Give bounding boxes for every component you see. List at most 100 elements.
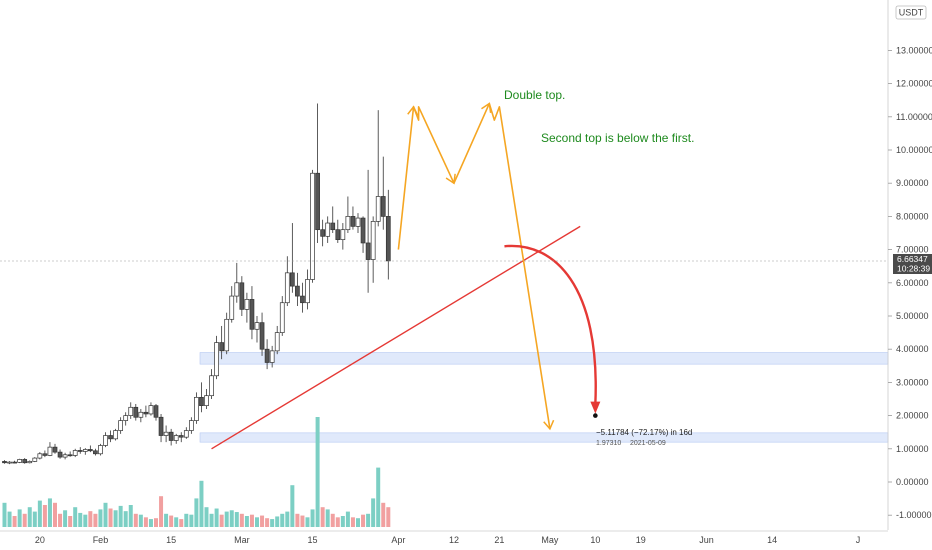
forecast-arrow [504,244,597,404]
volume-bar [381,502,386,527]
candle-body [7,461,12,464]
candle [168,428,174,446]
price-tick-label: 1.00000 [896,444,929,454]
volume-bar [148,519,153,527]
candle-body [103,435,108,446]
candle [345,196,351,233]
date-tick-label: 10 [590,535,600,545]
candle [264,339,270,370]
candle [370,216,376,283]
support-zone [199,432,889,443]
candle-body [62,454,68,458]
candle-body [295,285,300,297]
currency-label: USDT [899,8,924,18]
candle-body [310,172,315,280]
date-tick-label: 14 [767,535,777,545]
trendline [211,225,581,450]
candle-body [320,229,325,237]
price-axis[interactable]: 13.00000 12.00000 11.00000 10.00000 9.00000 8… [887,0,932,530]
volume-bar [224,511,229,527]
volume-bar [356,518,360,527]
candle-body [148,405,154,415]
candle [158,413,164,443]
candle [32,457,38,463]
candle-body [345,216,351,231]
candle-body [194,396,199,421]
volume-bar [280,513,285,527]
candle-body [67,454,73,457]
candle [204,389,209,409]
double-top-pattern-path [397,102,551,430]
volume-bar [93,513,98,527]
candle-body [17,459,22,463]
candle [365,169,371,293]
volume-bar [189,514,194,527]
date-tick-label: 19 [636,535,646,545]
date-tick-label: 21 [494,535,504,545]
date-tick-label: Feb [93,535,109,545]
volume-bar [58,513,63,527]
candle-body [52,446,58,453]
candle [305,269,310,310]
candle-body [163,431,169,436]
forecast-arrowhead [590,401,601,414]
date-tick-label: 20 [35,535,45,545]
candlesticks [2,103,391,465]
candle [148,402,154,416]
volume-bar [350,517,355,527]
volume-bar [361,514,366,527]
candle [52,443,58,454]
candle [123,412,129,426]
volume-bar [113,510,118,527]
volume-bar [290,485,295,527]
candle [82,448,88,455]
candle-body [300,295,305,304]
candle-body [330,222,336,231]
candle-body [123,415,129,421]
candle [259,312,265,356]
candle [153,403,159,421]
volume-bar [174,517,179,527]
volume-bar [184,513,189,527]
volume-bar [118,505,123,527]
candle [2,460,7,464]
candle [315,103,320,243]
candle [325,216,331,243]
volume-bar [22,513,27,527]
candle-body [370,221,376,260]
current-price-text: 6.66347 [897,254,928,264]
candle [249,286,255,340]
candle [42,450,48,458]
price-tick-label: 6.00000 [896,278,929,288]
price-tick-label: -1.00000 [896,510,932,520]
candle-body [264,348,270,363]
candle-body [47,446,53,456]
date-tick-label: J [856,535,861,545]
candle [67,451,73,457]
candle [244,292,250,323]
volume-bar [88,511,93,527]
candle-body [355,217,361,227]
candle [284,256,290,307]
candle [234,262,240,303]
candle-body [315,172,320,231]
price-tick-label: 8.00000 [896,211,929,221]
candle [229,286,235,323]
candle [138,408,144,423]
volume-bar [300,515,305,527]
candle [143,405,149,418]
volume-bar [83,514,88,527]
candle [27,460,33,464]
candle [360,216,366,253]
candle-body [229,295,235,320]
currency-box[interactable]: USDT [895,5,927,20]
current-price-tag: 6.66347 10:28:39 [893,254,932,274]
time-axis[interactable]: 20 Feb 15 Mar 15 Apr 12 21 May 10 19 Jun 14 J [0,530,888,545]
volume-bar [234,512,239,527]
candle-body [350,216,356,227]
volume-bar [371,498,376,527]
candle-body [290,272,295,287]
volume-bar [32,511,37,527]
drawings [211,102,601,450]
